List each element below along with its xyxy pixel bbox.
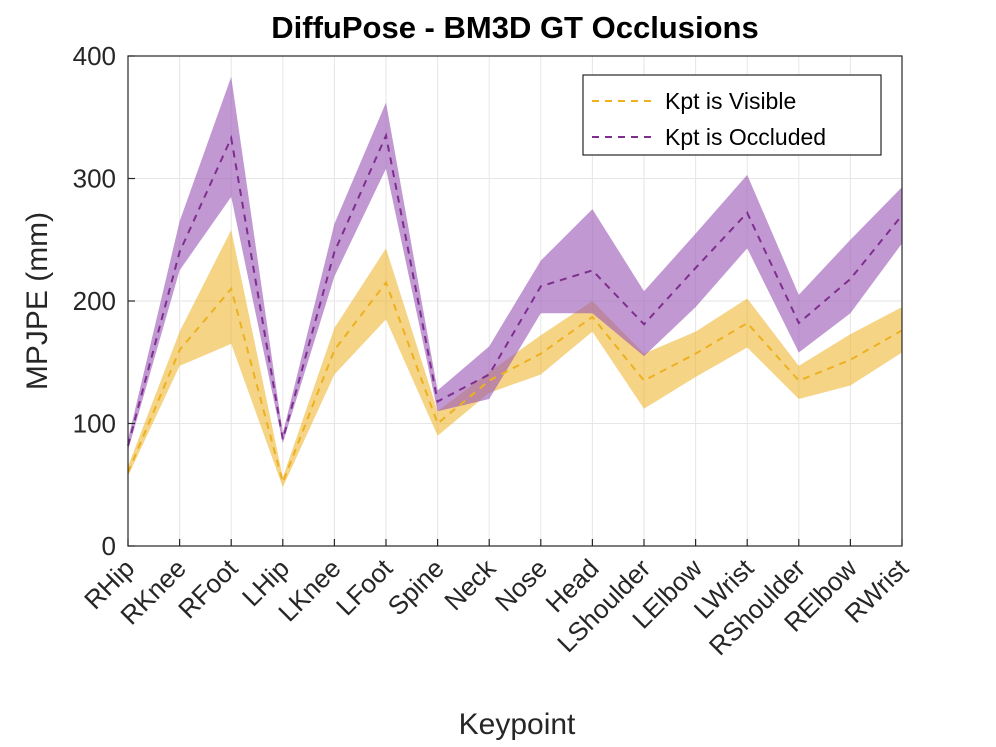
x-tick-label: Nose xyxy=(489,553,553,617)
chart-title: DiffuPose - BM3D GT Occlusions xyxy=(271,10,758,45)
legend-box xyxy=(582,74,882,156)
x-tick-label: LFoot xyxy=(330,552,399,621)
x-tick-label: Spine xyxy=(382,553,450,621)
y-axis-label: MPJPE (mm) xyxy=(21,212,54,390)
y-tick-label: 400 xyxy=(73,41,116,71)
y-tick-label: 100 xyxy=(73,409,116,439)
x-tick-label: RFoot xyxy=(172,552,244,624)
band-visible xyxy=(128,229,902,488)
y-tick-label: 0 xyxy=(102,531,116,561)
x-tick-label: Neck xyxy=(438,552,502,616)
y-axis-ticks: 0 100 200 300 400 xyxy=(73,41,135,561)
series-lines xyxy=(127,132,903,486)
series-line-visible xyxy=(127,280,903,486)
x-axis-label: Keypoint xyxy=(459,708,576,741)
x-axis-ticks: RHipRKneeRFootLHipLKneeLFootSpineNeckNos… xyxy=(78,539,915,661)
legend-label-occluded: Kpt is Occluded xyxy=(665,124,826,150)
confidence-bands xyxy=(128,76,902,488)
legend: Kpt is Visible Kpt is Occluded xyxy=(582,74,882,156)
series-line-occluded xyxy=(127,132,903,446)
y-tick-label: 300 xyxy=(73,164,116,194)
legend-label-visible: Kpt is Visible xyxy=(665,88,796,114)
y-tick-label: 200 xyxy=(73,286,116,316)
